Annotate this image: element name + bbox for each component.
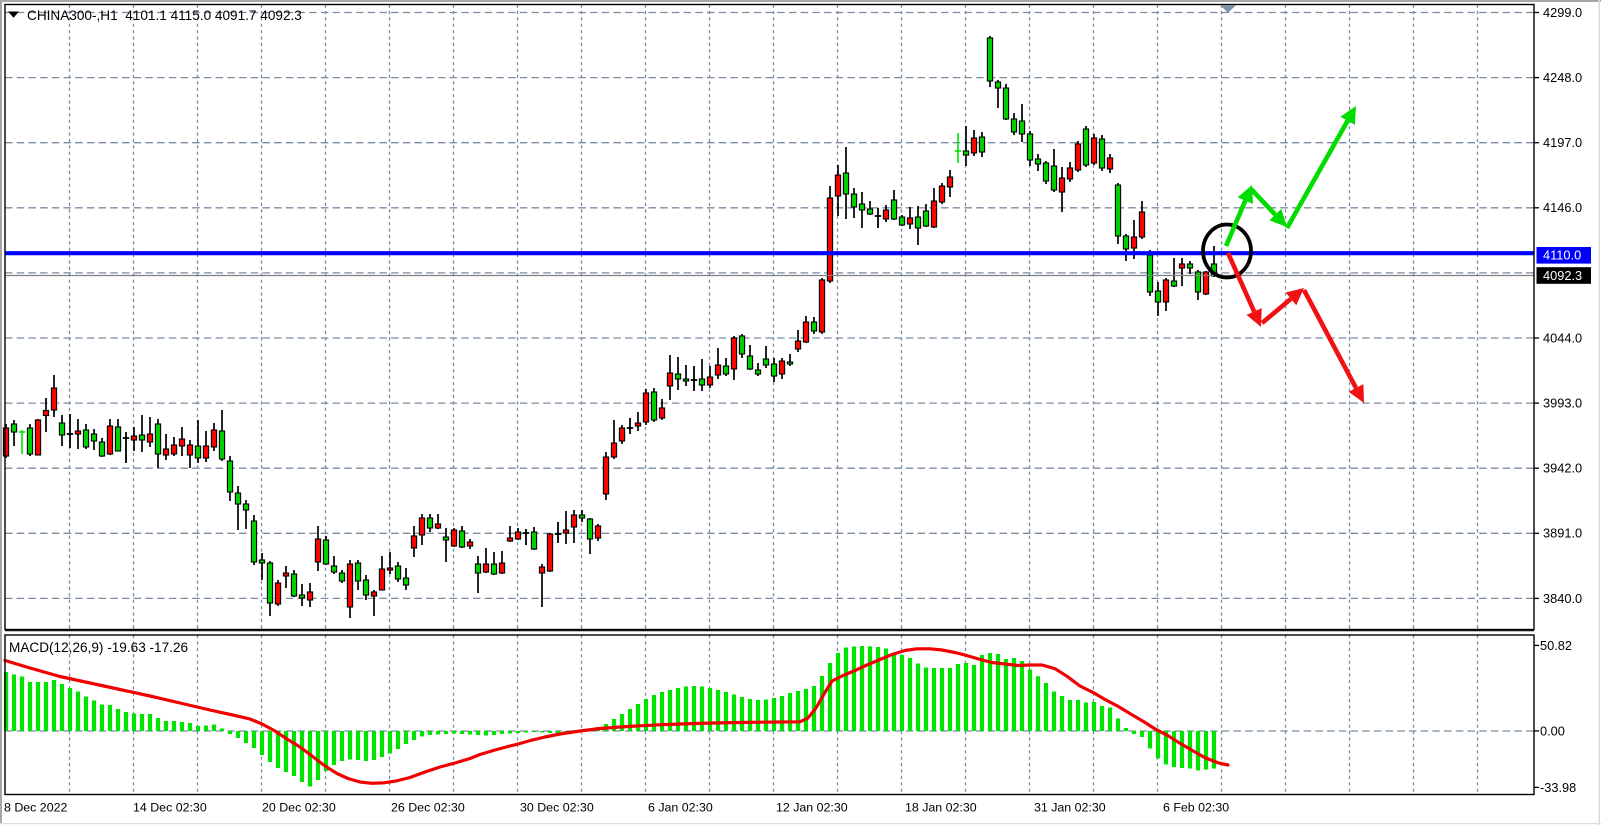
svg-text:0.00: 0.00 <box>1540 723 1565 738</box>
svg-text:3993.0: 3993.0 <box>1543 396 1582 411</box>
svg-text:-33.98: -33.98 <box>1540 780 1576 795</box>
svg-text:50.82: 50.82 <box>1540 638 1572 653</box>
svg-text:4092.3: 4092.3 <box>1543 268 1582 283</box>
svg-text:4197.0: 4197.0 <box>1543 135 1582 150</box>
svg-text:14 Dec 02:30: 14 Dec 02:30 <box>133 801 207 815</box>
svg-text:26 Dec 02:30: 26 Dec 02:30 <box>391 801 465 815</box>
svg-text:18 Jan 02:30: 18 Jan 02:30 <box>905 801 977 815</box>
svg-text:4146.0: 4146.0 <box>1543 200 1582 215</box>
svg-text:6 Jan 02:30: 6 Jan 02:30 <box>648 801 713 815</box>
svg-text:4248.0: 4248.0 <box>1543 70 1582 85</box>
svg-text:4299.0: 4299.0 <box>1543 5 1582 20</box>
svg-text:4044.0: 4044.0 <box>1543 330 1582 345</box>
svg-text:12 Jan 02:30: 12 Jan 02:30 <box>776 801 848 815</box>
svg-text:3891.0: 3891.0 <box>1543 526 1582 541</box>
svg-text:4110.0: 4110.0 <box>1543 248 1581 263</box>
svg-text:CHINA300-,H1 4101.1 4115.0 40: CHINA300-,H1 4101.1 4115.0 4091.7 4092.3 <box>27 8 302 23</box>
svg-text:6 Feb 02:30: 6 Feb 02:30 <box>1163 801 1229 815</box>
svg-text:3840.0: 3840.0 <box>1543 591 1582 606</box>
svg-text:MACD(12,26,9) -19.63 -17.26: MACD(12,26,9) -19.63 -17.26 <box>9 640 188 655</box>
svg-text:8 Dec 2022: 8 Dec 2022 <box>4 801 67 815</box>
svg-text:31 Jan 02:30: 31 Jan 02:30 <box>1034 801 1106 815</box>
svg-text:20 Dec 02:30: 20 Dec 02:30 <box>262 801 336 815</box>
svg-text:3942.0: 3942.0 <box>1543 461 1582 476</box>
svg-text:30 Dec 02:30: 30 Dec 02:30 <box>520 801 594 815</box>
